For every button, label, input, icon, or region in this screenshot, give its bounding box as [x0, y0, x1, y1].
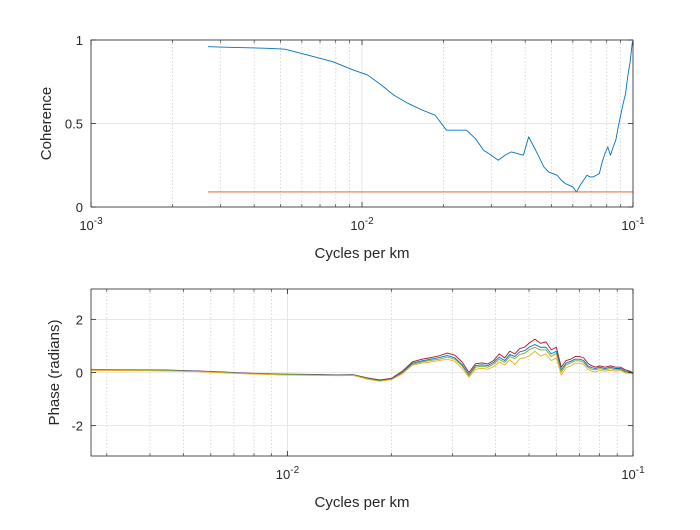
- coherence-series: [207, 41, 633, 193]
- coherence-x-tick-base: 10: [621, 218, 635, 233]
- coherence-y-tick-label: 0.5: [65, 117, 83, 132]
- phase-series: [90, 338, 634, 382]
- phase-y-tick-label: -2: [71, 419, 83, 434]
- coherence-ylabel: Coherence: [38, 87, 55, 160]
- phase-x-tick-base: 10: [621, 467, 635, 482]
- phase-x-tick-base: 10: [276, 467, 290, 482]
- phase-x-tick-label: 10-1: [621, 465, 645, 482]
- phase-ticks: 10-2 10-1-202: [71, 289, 645, 482]
- coherence-ticks: 10-3 10-2 10-100.51: [65, 33, 645, 233]
- coherence-series-line-1: [207, 41, 633, 193]
- coherence-x-tick-exponent: -3: [94, 216, 103, 227]
- phase-y-tick-label: 2: [76, 312, 83, 327]
- coherence-y-tick-label: 1: [76, 33, 83, 48]
- coherence-x-tick-base: 10: [79, 218, 93, 233]
- phase-x-tick-label: 10-2: [276, 465, 300, 482]
- phase-x-tick-exponent: -1: [636, 465, 645, 476]
- phase-x-tick-exponent: -2: [290, 465, 299, 476]
- coherence-x-tick-label: 10-1: [621, 216, 645, 233]
- phase-plot: 10-2 10-1-202 Cycles per km Phase (radian…: [46, 288, 645, 511]
- phase-xlabel: Cycles per km: [314, 494, 409, 511]
- phase-series-line-4: [90, 350, 634, 382]
- coherence-y-tick-label: 0: [76, 200, 83, 215]
- coherence-plot: 10-3 10-2 10-100.51 Cycles per km Coherenc…: [38, 33, 645, 262]
- phase-ylabel: Phase (radians): [46, 320, 63, 426]
- coherence-x-tick-exponent: -1: [636, 216, 645, 227]
- coherence-x-tick-exponent: -2: [365, 216, 374, 227]
- coherence-x-tick-base: 10: [350, 218, 364, 233]
- phase-y-tick-label: 0: [76, 366, 83, 381]
- coherence-x-tick-label: 10-2: [350, 216, 374, 233]
- coherence-x-tick-label: 10-3: [79, 216, 103, 233]
- coherence-xlabel: Cycles per km: [314, 245, 409, 262]
- phase-grid: [91, 289, 634, 456]
